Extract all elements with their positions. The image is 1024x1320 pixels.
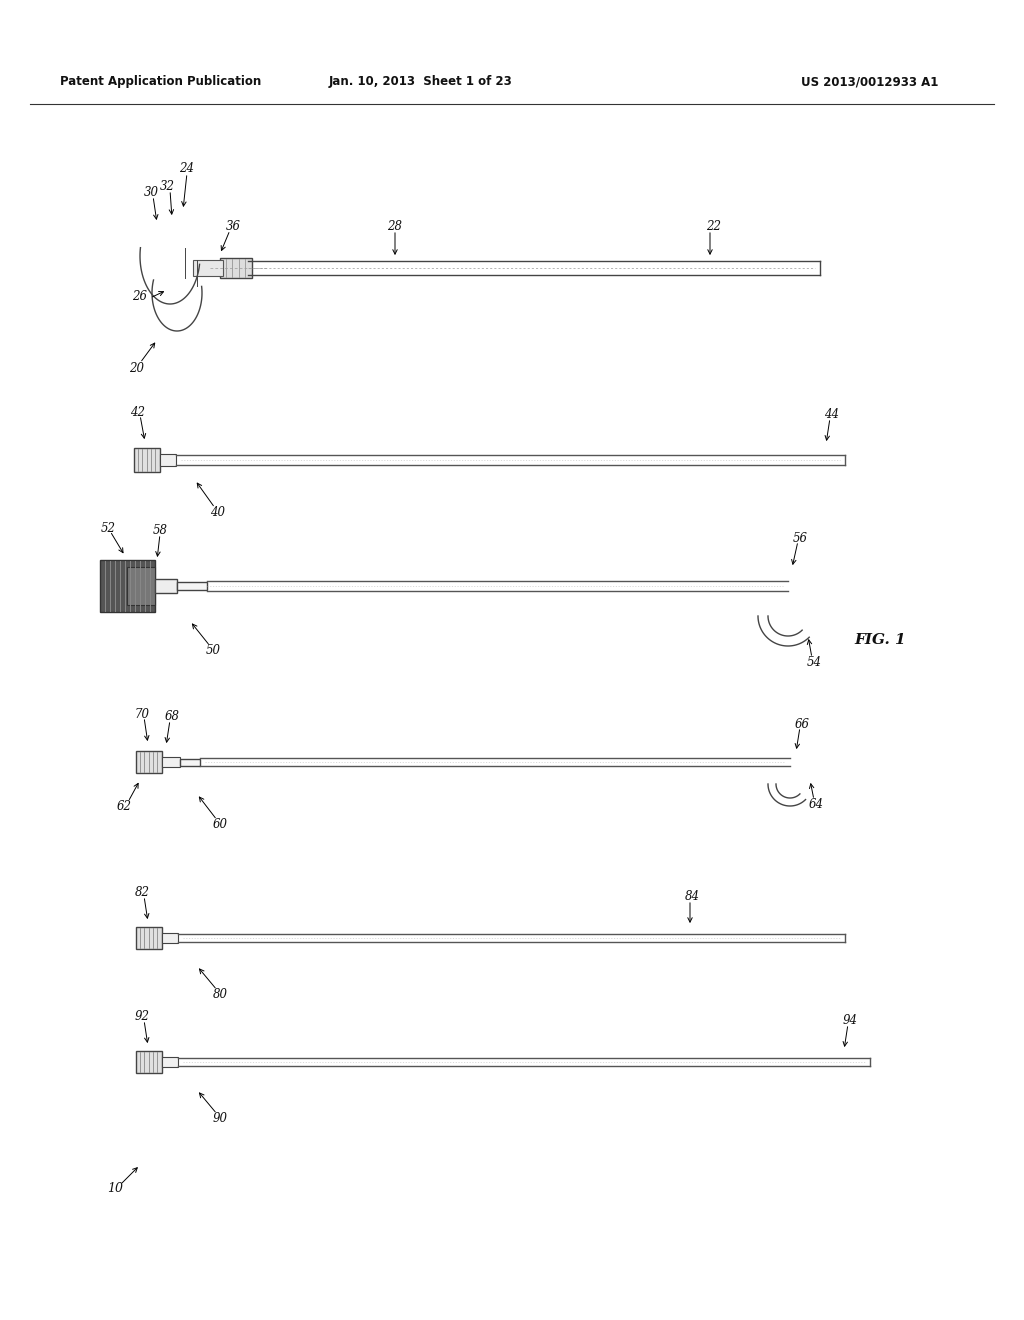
Text: 30: 30 — [143, 186, 159, 198]
Bar — [100, 560, 155, 612]
Text: 54: 54 — [807, 656, 821, 668]
Text: 82: 82 — [134, 886, 150, 899]
Text: US 2013/0012933 A1: US 2013/0012933 A1 — [802, 75, 939, 88]
Text: 40: 40 — [211, 506, 225, 519]
Text: 80: 80 — [213, 987, 227, 1001]
Text: 64: 64 — [809, 797, 823, 810]
Bar — [162, 933, 178, 942]
Bar — [136, 927, 162, 949]
Text: 66: 66 — [795, 718, 810, 730]
Text: 62: 62 — [117, 800, 131, 813]
Text: 10: 10 — [106, 1181, 123, 1195]
Text: 32: 32 — [160, 180, 174, 193]
Text: FIG. 1: FIG. 1 — [854, 634, 906, 647]
Bar — [136, 1051, 162, 1073]
Text: 26: 26 — [132, 289, 147, 302]
Bar — [220, 257, 252, 279]
Text: Patent Application Publication: Patent Application Publication — [60, 75, 261, 88]
Text: 52: 52 — [100, 521, 116, 535]
Bar — [136, 751, 162, 774]
Text: 68: 68 — [165, 710, 179, 722]
Bar — [180, 759, 200, 766]
Text: 44: 44 — [824, 408, 840, 421]
Text: 94: 94 — [843, 1014, 857, 1027]
Text: 92: 92 — [134, 1010, 150, 1023]
Bar — [127, 568, 155, 605]
Bar — [162, 1057, 178, 1067]
Bar — [162, 756, 180, 767]
Text: 20: 20 — [129, 362, 144, 375]
Bar — [193, 260, 223, 276]
Text: 58: 58 — [153, 524, 168, 536]
Bar — [160, 454, 176, 466]
Bar — [155, 579, 177, 593]
Text: 28: 28 — [387, 219, 402, 232]
Bar — [177, 582, 207, 590]
Text: 22: 22 — [707, 219, 722, 232]
Text: 36: 36 — [225, 219, 241, 232]
Text: 50: 50 — [206, 644, 220, 656]
Bar — [134, 447, 160, 473]
Text: 24: 24 — [179, 161, 195, 174]
Text: Jan. 10, 2013  Sheet 1 of 23: Jan. 10, 2013 Sheet 1 of 23 — [328, 75, 512, 88]
Text: 70: 70 — [134, 708, 150, 721]
Text: 60: 60 — [213, 817, 227, 830]
Text: 84: 84 — [684, 890, 699, 903]
Text: 42: 42 — [130, 405, 145, 418]
Text: 90: 90 — [213, 1111, 227, 1125]
Text: 56: 56 — [793, 532, 808, 544]
